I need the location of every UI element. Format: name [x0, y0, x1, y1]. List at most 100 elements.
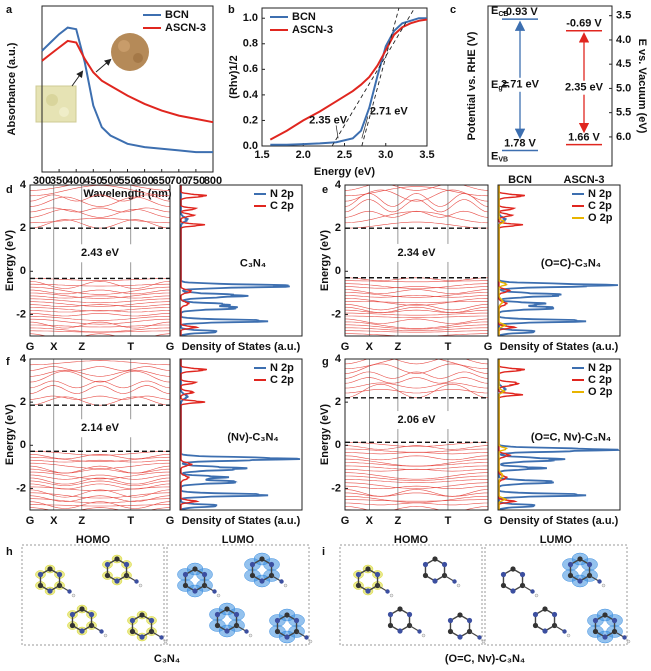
band-line: [30, 295, 170, 299]
atom: [567, 572, 574, 579]
x-tick-label: 700: [170, 175, 188, 187]
atom: [224, 606, 230, 612]
band-line: [30, 370, 170, 383]
band-line: [345, 502, 488, 506]
lumo-label: LUMO: [540, 534, 573, 546]
k-label: G: [166, 515, 175, 527]
gap-label-bg: [376, 243, 457, 262]
band-line: [30, 321, 170, 329]
x-tick-label: 2.0: [296, 149, 311, 161]
atom: [114, 556, 120, 562]
dos-curve: [180, 185, 208, 336]
band-line: [345, 221, 488, 229]
band-line: [345, 475, 488, 481]
annotation-pointer: [361, 116, 369, 139]
atom: [259, 578, 265, 584]
atom: [510, 566, 516, 572]
y-axis-label: Energy (eV): [4, 404, 16, 465]
x-tick-label: 550: [118, 175, 136, 187]
band-line: [30, 486, 170, 492]
band-line: [30, 196, 170, 207]
vb-label: 1.78 V: [504, 137, 536, 149]
k-label: G: [484, 341, 493, 353]
k-label: T: [127, 341, 134, 353]
band-line: [345, 309, 488, 314]
atom: [530, 589, 535, 594]
band-line: [345, 499, 488, 502]
dos-curve: [498, 185, 526, 336]
atom: [577, 556, 583, 562]
band-line: [345, 445, 488, 450]
band-line: [345, 482, 488, 489]
ascn-photo: [111, 33, 149, 71]
atom: [500, 571, 507, 578]
band-line: [30, 301, 170, 307]
vb-label: 1.66 V: [568, 132, 600, 144]
atom: [268, 561, 275, 568]
band-line: [345, 277, 488, 281]
legend-label: BCN: [292, 11, 316, 23]
band-line: [345, 315, 488, 318]
legend-label: N 2p: [588, 188, 612, 200]
k-label: G: [341, 341, 350, 353]
dos-curves: [498, 359, 620, 511]
level-label: Eg=: [491, 79, 509, 92]
y-tick-label: 0.2: [243, 114, 258, 126]
legend-label: ASCN-3: [292, 24, 333, 36]
y-tick-label: 0.4: [243, 89, 259, 101]
annotation-pointer: [335, 125, 339, 139]
dos-curves: [498, 185, 619, 337]
atom: [551, 611, 558, 618]
band-line: [345, 211, 488, 224]
cb-label: -0.69 V: [566, 18, 602, 30]
x-tick-label: 300: [33, 175, 51, 187]
band-line: [345, 458, 488, 467]
band-line: [345, 286, 488, 289]
homo-label: HOMO: [76, 534, 111, 546]
atom: [586, 561, 593, 568]
legend-label: C 2p: [588, 374, 612, 386]
legend-label: O 2p: [588, 212, 613, 224]
annotation-label: 2.71 eV: [370, 105, 409, 117]
band-frame: [29, 358, 171, 511]
band-line: [345, 185, 488, 186]
k-label: G: [26, 515, 35, 527]
band-line: [345, 455, 488, 461]
atom: [365, 566, 371, 572]
band-line: [345, 306, 488, 313]
dos-frame: [497, 184, 621, 337]
y-tick-label: 2: [335, 396, 341, 408]
atom: [602, 612, 608, 618]
band-line: [345, 312, 488, 316]
level-label-sub: CB: [498, 11, 508, 18]
panel-label: i: [322, 546, 325, 558]
atom: [233, 611, 240, 618]
y-tick-label: 0: [335, 265, 341, 277]
atom-h: [421, 633, 426, 638]
band-line: [30, 369, 170, 377]
atom: [47, 588, 53, 594]
dos-curves: [180, 185, 290, 337]
atom: [365, 588, 371, 594]
atom: [611, 617, 618, 624]
band-line: [345, 186, 488, 197]
band-line: [345, 298, 488, 306]
band-line: [30, 286, 170, 295]
band-line: [30, 396, 170, 406]
band-line: [30, 194, 170, 202]
y-tick-label: 2: [20, 222, 26, 234]
y-tick-label: 4: [335, 353, 342, 365]
atom: [224, 628, 230, 634]
x-tick-label: 650: [153, 175, 171, 187]
level-label-sub: g: [498, 85, 502, 92]
band-line: [345, 479, 488, 483]
dos-curve: [498, 359, 509, 510]
molecule: [35, 554, 168, 644]
band-line: [30, 471, 170, 480]
atom: [104, 572, 111, 579]
photo-speckle: [118, 40, 130, 52]
gap-label-bg: [376, 411, 457, 430]
atom-h: [481, 639, 486, 644]
band-line: [345, 283, 488, 289]
atom: [274, 628, 281, 635]
